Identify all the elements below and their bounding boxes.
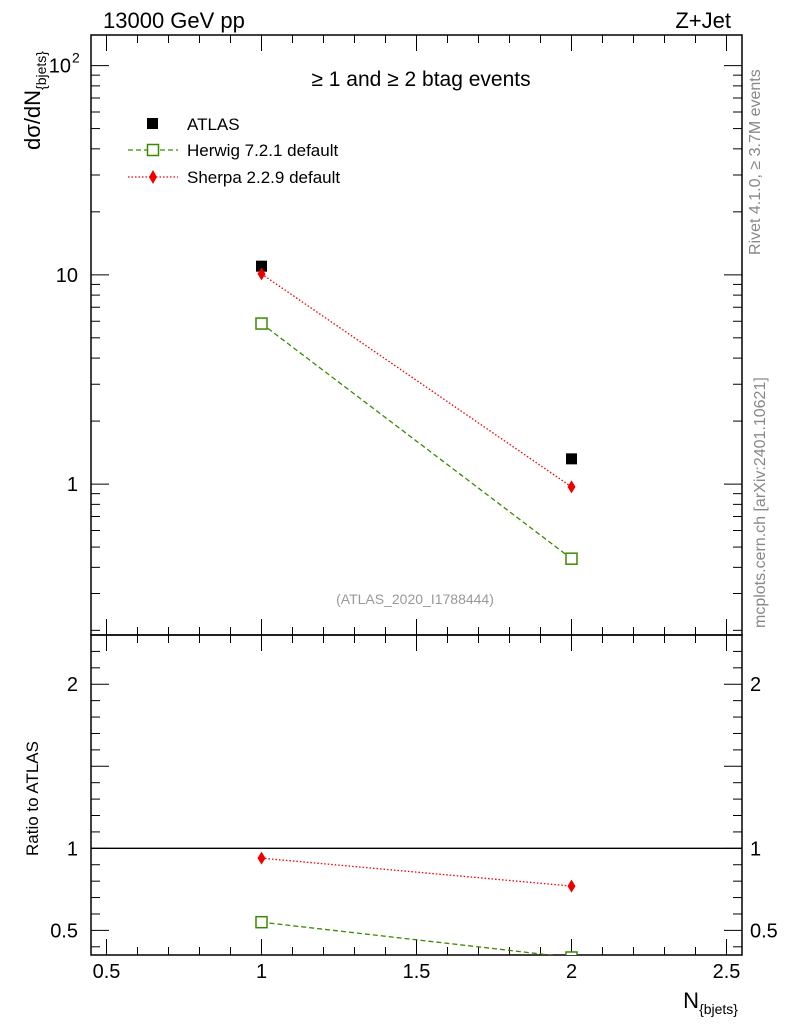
main-plot-title: ≥ 1 and ≥ 2 btag events [311,68,530,91]
legend-marker-herwig [146,143,160,157]
x-tick-label-1.5: 1.5 [403,961,431,983]
main-point-herwig-1 [255,317,268,330]
main-data-marks [255,260,578,565]
header-process-label: Z+Jet [675,8,731,33]
legend: ATLAS Herwig 7.2.1 default Sherpa 2.2.9 … [128,115,340,187]
rivet-version-label: Rivet 4.1.0, ≥ 3.7M events [747,69,764,255]
main-y-tick-label-100: 10 2 [49,50,80,78]
main-axis-ticks [91,35,742,635]
ratio-y-tick-label-right-2: 2 [750,674,761,696]
main-y-axis-title-text: dσ/dN{bjets} [20,51,49,150]
main-point-sherpa-1 [257,267,266,281]
legend-label-atlas: ATLAS [187,115,240,134]
ratio-y-tick-label-right-1: 1 [750,838,761,860]
legend-label-herwig: Herwig 7.2.1 default [187,141,338,160]
main-y-tick-label-10: 10 [56,265,78,287]
main-point-sherpa-2 [567,480,576,494]
main-y-tick-label-100-base: 10 [49,56,71,78]
main-line-herwig [261,323,572,560]
ratio-y-tick-label-left-0.5: 0.5 [50,920,78,942]
main-point-atlas-2 [566,453,577,465]
ratio-y-axis-title: Ratio to ATLAS [23,741,42,856]
legend-marker-atlas [147,118,158,129]
ratio-point-sherpa-2 [567,879,576,893]
header-energy-label: 13000 GeV pp [103,8,245,33]
ratio-axis-ticks [91,634,742,955]
ratio-line-sherpa [261,857,572,887]
analysis-id-watermark: (ATLAS_2020_I1788444) [336,591,494,607]
ratio-point-sherpa-1 [257,851,266,865]
x-tick-label-1: 1 [256,961,267,983]
main-point-herwig-2 [565,552,578,565]
x-tick-label-0.5: 0.5 [93,961,121,983]
main-y-tick-label-1: 1 [67,474,78,496]
mcplots-credit-label: mcplots.cern.ch [arXiv:2401.10621] [752,377,769,628]
main-y-axis-title: dσ/dN{bjets} [20,51,49,150]
ratio-point-herwig-2 [565,951,578,955]
ratio-y-tick-label-left-2: 2 [67,674,78,696]
x-tick-label-2: 2 [566,961,577,983]
ratio-point-herwig-1 [255,915,268,929]
main-point-atlas-1 [256,260,267,272]
ratio-y-tick-label-left-1: 1 [67,838,78,860]
ratio-data-marks [91,847,742,955]
x-tick-label-2.5: 2.5 [713,961,741,983]
ratio-y-tick-label-right-0.5: 0.5 [750,920,778,942]
ratio-line-herwig [261,921,556,955]
main-line-sherpa [261,273,572,488]
legend-label-sherpa: Sherpa 2.2.9 default [187,168,340,187]
legend-marker-sherpa [149,170,157,184]
x-axis-title: N{bjets} [683,988,738,1017]
main-y-tick-label-100-exp: 2 [72,50,80,66]
ratio-plot-frame [90,634,743,956]
